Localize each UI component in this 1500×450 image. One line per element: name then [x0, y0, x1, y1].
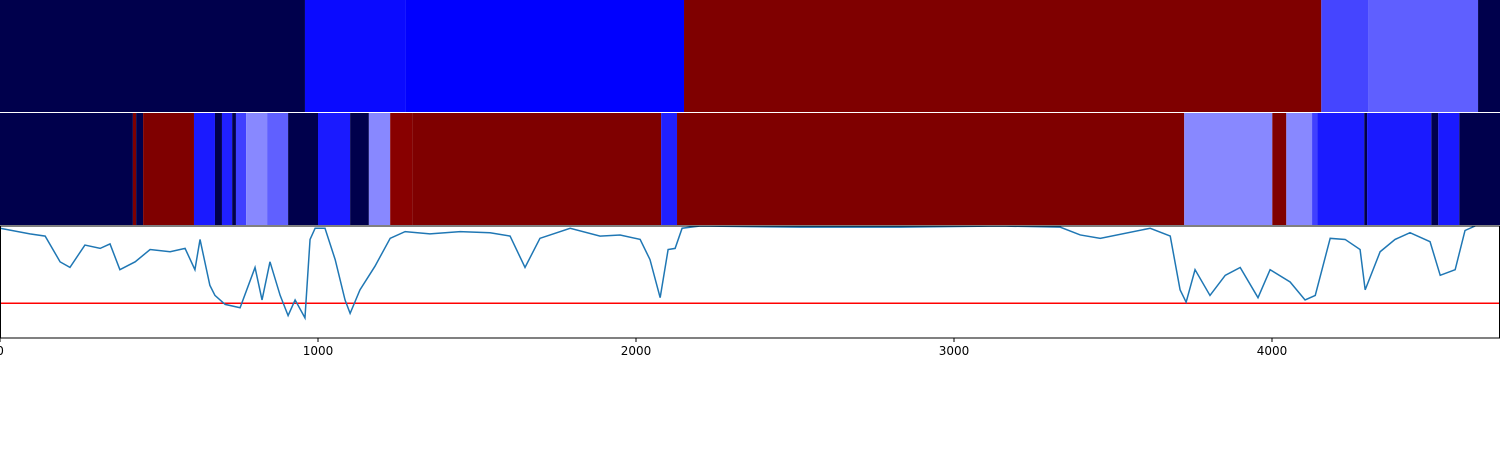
segment: [1184, 113, 1273, 225]
signal-line: [0, 226, 1476, 321]
segment: [193, 113, 215, 225]
segment: [288, 113, 318, 225]
segment: [304, 0, 406, 112]
segment: [317, 113, 351, 225]
segment: [221, 113, 233, 225]
segment: [412, 113, 662, 225]
segment: [1321, 0, 1369, 112]
x-tick-label: 0: [0, 344, 4, 358]
segment: [1368, 0, 1479, 112]
x-tick-label: 4000: [1257, 344, 1288, 358]
segment: [136, 113, 144, 225]
x-tick-label: 3000: [939, 344, 970, 358]
segment: [405, 0, 685, 112]
panel-frame: [0, 225, 1500, 339]
segment: [677, 113, 1185, 225]
segment: [214, 113, 222, 225]
segment: [232, 113, 236, 225]
segment: [350, 113, 369, 225]
segment: [1317, 113, 1365, 225]
x-tick-label: 2000: [621, 344, 652, 358]
segment: [246, 113, 268, 225]
segment: [684, 0, 1322, 112]
segment: [1312, 113, 1318, 225]
segment: [1367, 113, 1432, 225]
segment: [1364, 113, 1368, 225]
segment: [1459, 113, 1500, 225]
segment: [390, 113, 413, 225]
segment: [267, 113, 289, 225]
segment: [368, 113, 391, 225]
segment: [1478, 0, 1500, 112]
segment: [235, 113, 247, 225]
segment: [1272, 113, 1287, 225]
segment: [0, 113, 133, 225]
segment: [0, 0, 305, 112]
segment: [1286, 113, 1313, 225]
segment: [1431, 113, 1439, 225]
segment: [661, 113, 678, 225]
segment: [132, 113, 137, 225]
segment: [1438, 113, 1460, 225]
x-tick-label: 1000: [303, 344, 334, 358]
segment: [143, 113, 194, 225]
